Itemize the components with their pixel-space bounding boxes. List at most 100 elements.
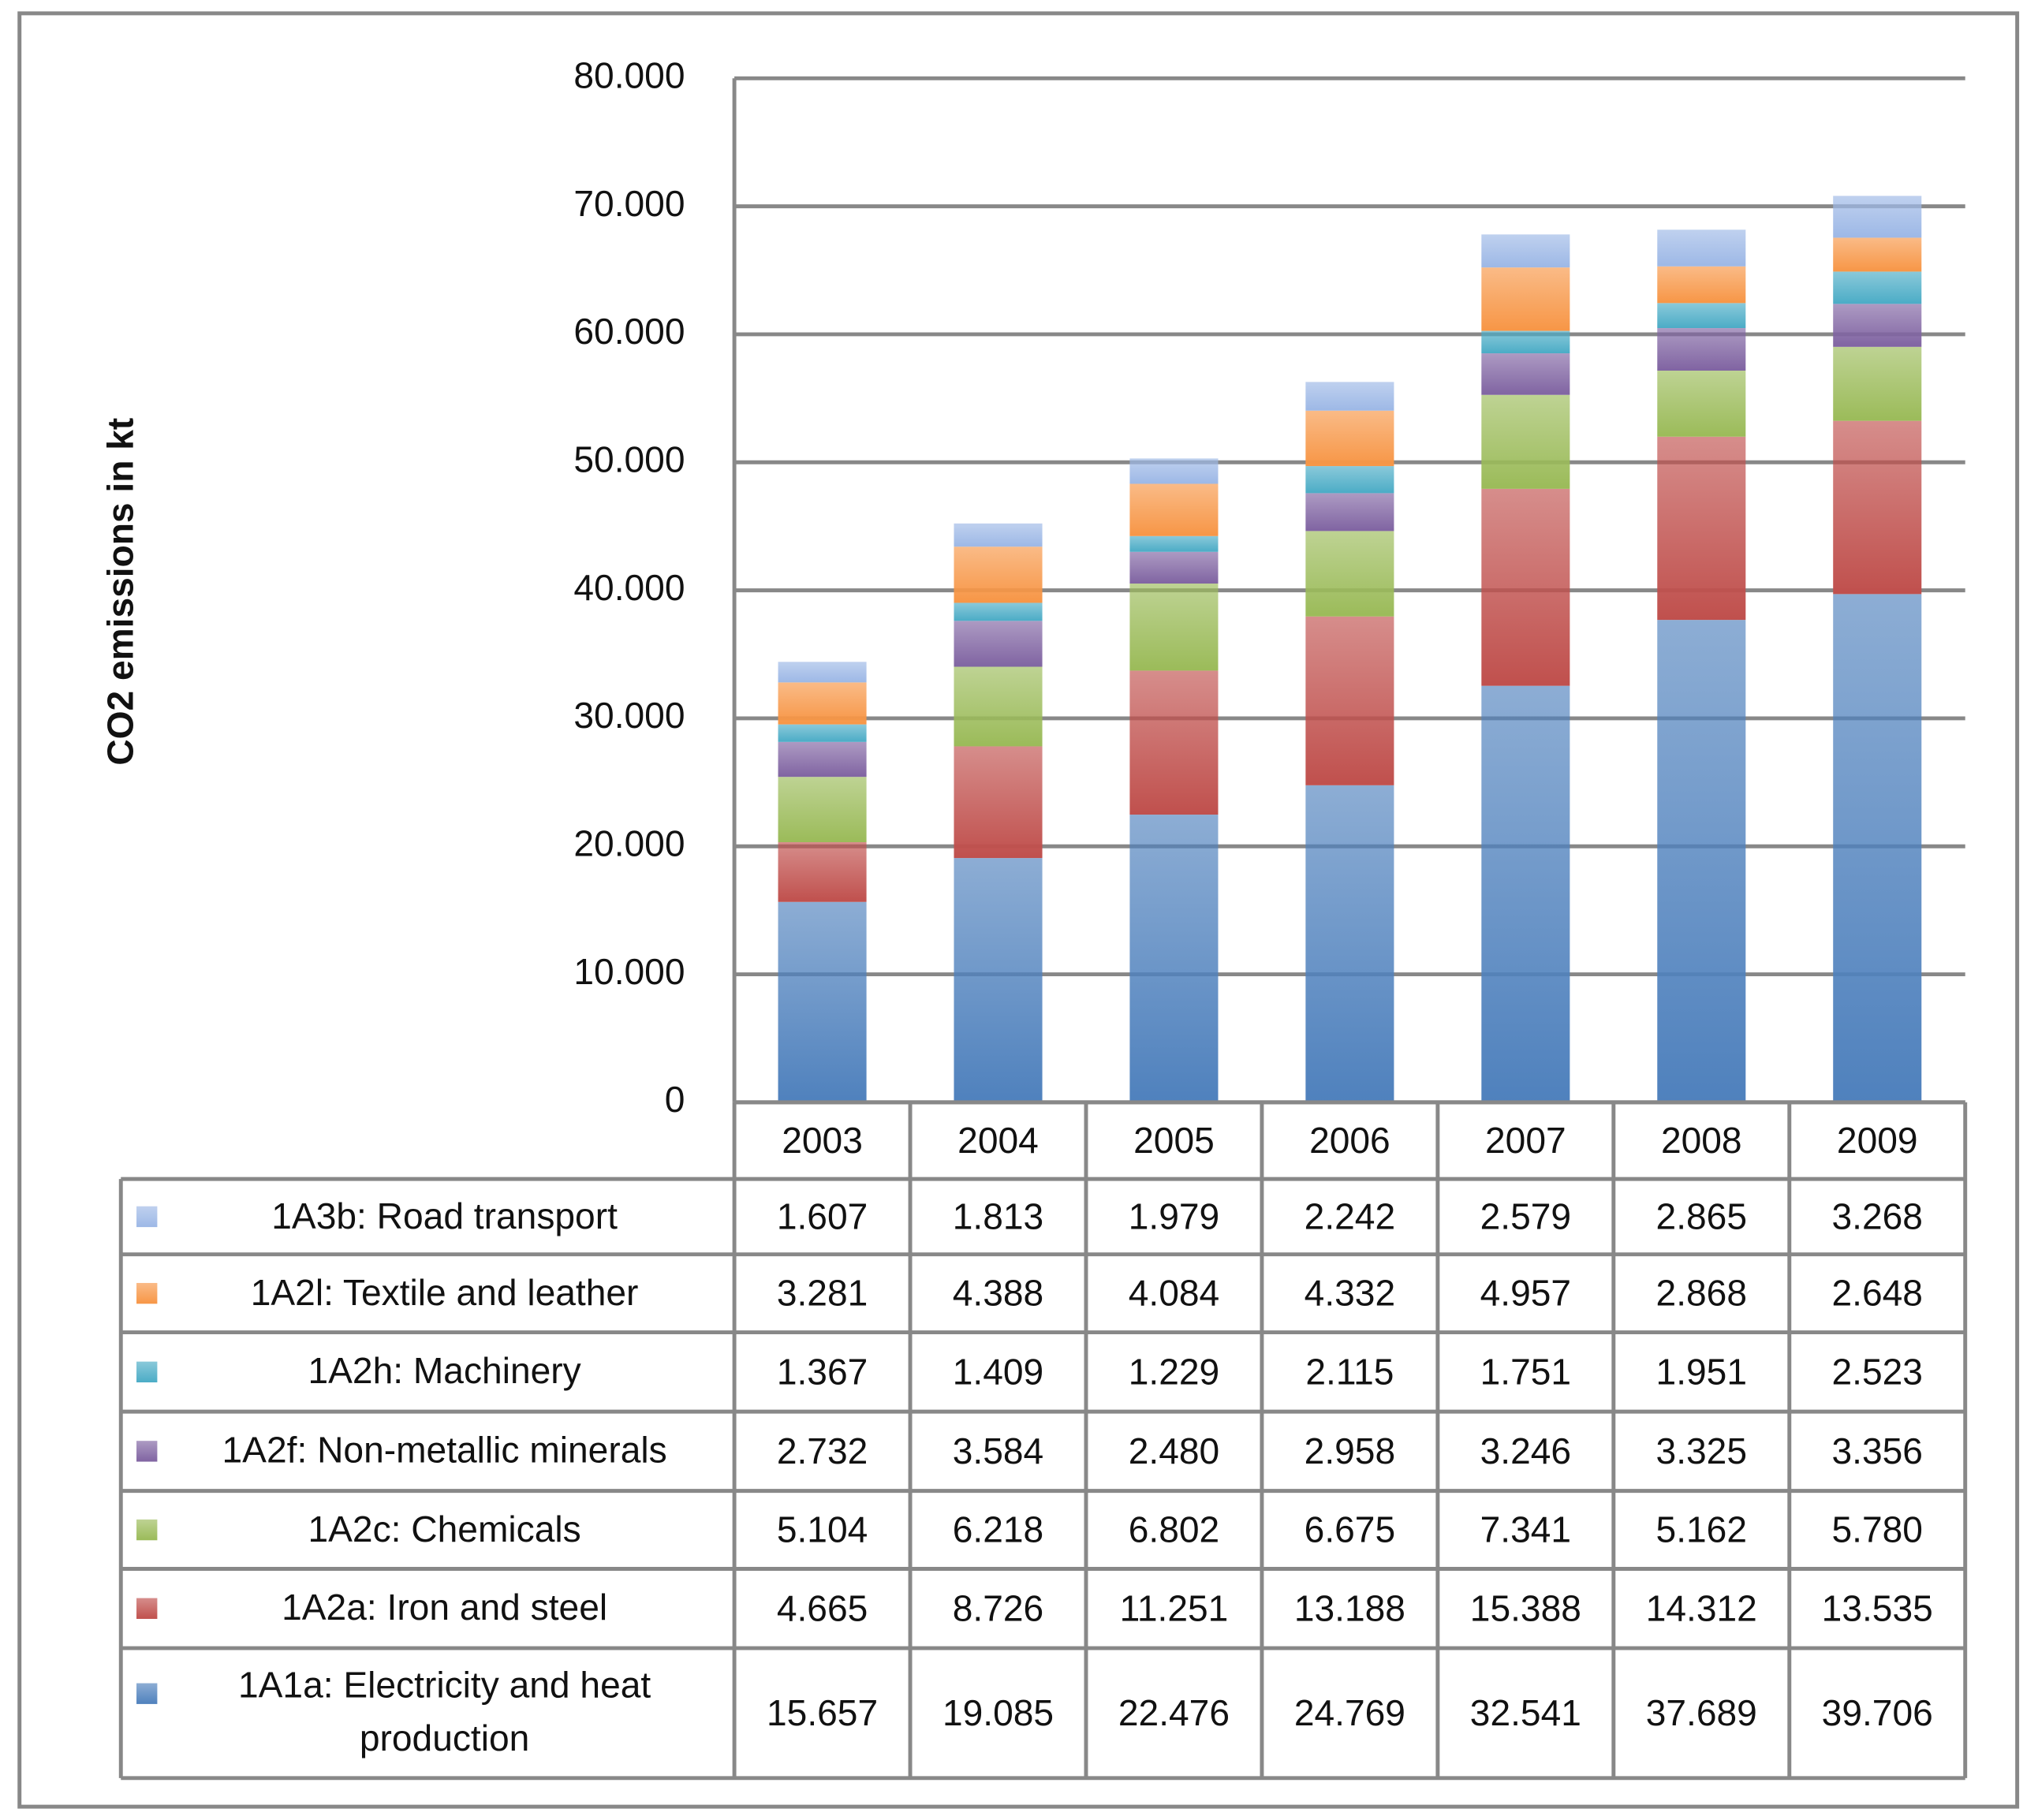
y-tick-label: 80.000 [573, 54, 685, 95]
bar-segment [1129, 458, 1219, 484]
bar-segment [1833, 271, 1922, 304]
value-label: 5.780 [1832, 1509, 1923, 1550]
value-label: 13.535 [1822, 1587, 1933, 1628]
bar-segment [1129, 551, 1219, 584]
value-label: 2.732 [777, 1430, 868, 1471]
bar-segment [1305, 382, 1394, 411]
value-label: 2.115 [1305, 1351, 1394, 1392]
value-label: 3.356 [1832, 1430, 1923, 1471]
legend-label: 1A1a: Electricity and heat production [237, 1665, 651, 1759]
bar-segment [778, 682, 867, 725]
value-label: 3.268 [1832, 1195, 1923, 1236]
value-label: 2.579 [1480, 1195, 1571, 1236]
bar-segment [778, 741, 867, 778]
bar-segment [1833, 237, 1922, 272]
legend-swatch [136, 1206, 158, 1228]
value-label: 1.951 [1656, 1351, 1747, 1392]
bar-segment [1305, 531, 1394, 617]
value-label: 22.476 [1118, 1692, 1230, 1733]
bar-segment [1129, 483, 1219, 536]
value-label: 8.726 [953, 1587, 1043, 1628]
value-label: 24.769 [1294, 1692, 1405, 1733]
bar-segment [778, 842, 867, 902]
legend-cell: 1A3b: Road transport [271, 1195, 618, 1236]
x-tick-label: 2003 [782, 1120, 863, 1161]
bar-segment [1481, 394, 1570, 489]
value-label: 6.218 [953, 1509, 1043, 1550]
y-tick-label: 60.000 [573, 311, 685, 352]
legend-cell: 1A2f: Non-metallic minerals [222, 1430, 667, 1471]
y-tick-label: 40.000 [573, 567, 685, 608]
bar-segment [1833, 594, 1922, 1102]
bar-segment [778, 777, 867, 843]
y-tick-label: 30.000 [573, 695, 685, 736]
bar-segment [954, 621, 1043, 667]
value-label: 6.802 [1129, 1509, 1219, 1550]
value-label: 7.341 [1480, 1509, 1571, 1550]
bar-segment [1305, 785, 1394, 1102]
bar-segment [954, 746, 1043, 859]
y-tick-label: 0 [665, 1079, 685, 1120]
frame [17, 11, 2020, 1809]
value-label: 2.865 [1656, 1195, 1747, 1236]
value-label: 5.162 [1656, 1509, 1747, 1550]
y-tick-label: 50.000 [573, 438, 685, 479]
value-label: 2.480 [1129, 1430, 1219, 1471]
value-label: 2.958 [1305, 1430, 1395, 1471]
value-label: 2.868 [1656, 1273, 1747, 1314]
legend-swatch [136, 1361, 158, 1383]
x-tick-label: 2009 [1837, 1120, 1918, 1161]
legend-label: 1A3b: Road transport [271, 1195, 618, 1236]
legend-swatch [136, 1441, 158, 1462]
bar-segment [954, 523, 1043, 547]
bar-segment [1657, 436, 1746, 621]
bar-segment [778, 724, 867, 742]
bar-segment [1657, 266, 1746, 304]
x-tick-label: 2008 [1661, 1120, 1742, 1161]
bar-segment [1129, 584, 1219, 671]
bar-segment [1833, 420, 1922, 595]
y-tick-label: 70.000 [573, 183, 685, 224]
value-label: 1.229 [1129, 1351, 1219, 1392]
legend-label: 1A2c: Chemicals [308, 1509, 581, 1550]
value-label: 3.281 [777, 1273, 868, 1314]
value-label: 11.251 [1120, 1587, 1229, 1628]
legend-swatch [136, 1598, 158, 1619]
bar-segment [1305, 616, 1394, 785]
bar-segment [1305, 493, 1394, 531]
value-label: 19.085 [942, 1692, 1054, 1733]
bar-segment [1657, 620, 1746, 1102]
bar-segment [1657, 229, 1746, 267]
legend-label: 1A2f: Non-metallic minerals [222, 1430, 667, 1471]
value-label: 5.104 [777, 1509, 868, 1550]
value-label: 4.957 [1480, 1273, 1571, 1314]
bar-segment [954, 602, 1043, 621]
x-tick-label: 2007 [1485, 1120, 1566, 1161]
value-label: 3.584 [953, 1430, 1043, 1471]
bar-segment [1481, 353, 1570, 395]
bar-segment [1481, 330, 1570, 354]
bar-segment [1833, 196, 1922, 238]
bar-segment [1481, 488, 1570, 686]
value-label: 1.813 [953, 1195, 1043, 1236]
bar-segment [1657, 328, 1746, 371]
legend-swatch [136, 1683, 158, 1704]
bar-segment [1481, 267, 1570, 331]
y-tick-label: 20.000 [573, 822, 685, 863]
value-label: 14.312 [1646, 1587, 1757, 1628]
legend-label: 1A2l: Textile and leather [250, 1272, 639, 1313]
value-label: 4.332 [1305, 1273, 1395, 1314]
bar-segment [1481, 685, 1570, 1102]
bar-segment [778, 901, 867, 1102]
legend-label: 1A2a: Iron and steel [282, 1587, 608, 1628]
value-label: 4.665 [777, 1587, 868, 1628]
bar-segment [1305, 410, 1394, 467]
value-label: 32.541 [1470, 1692, 1581, 1733]
bar-segment [954, 858, 1043, 1102]
value-label: 37.689 [1646, 1692, 1757, 1733]
value-label: 1.979 [1129, 1195, 1219, 1236]
x-tick-label: 2005 [1133, 1120, 1215, 1161]
value-label: 1.607 [777, 1195, 868, 1236]
legend-label: 1A2h: Machinery [308, 1350, 581, 1392]
